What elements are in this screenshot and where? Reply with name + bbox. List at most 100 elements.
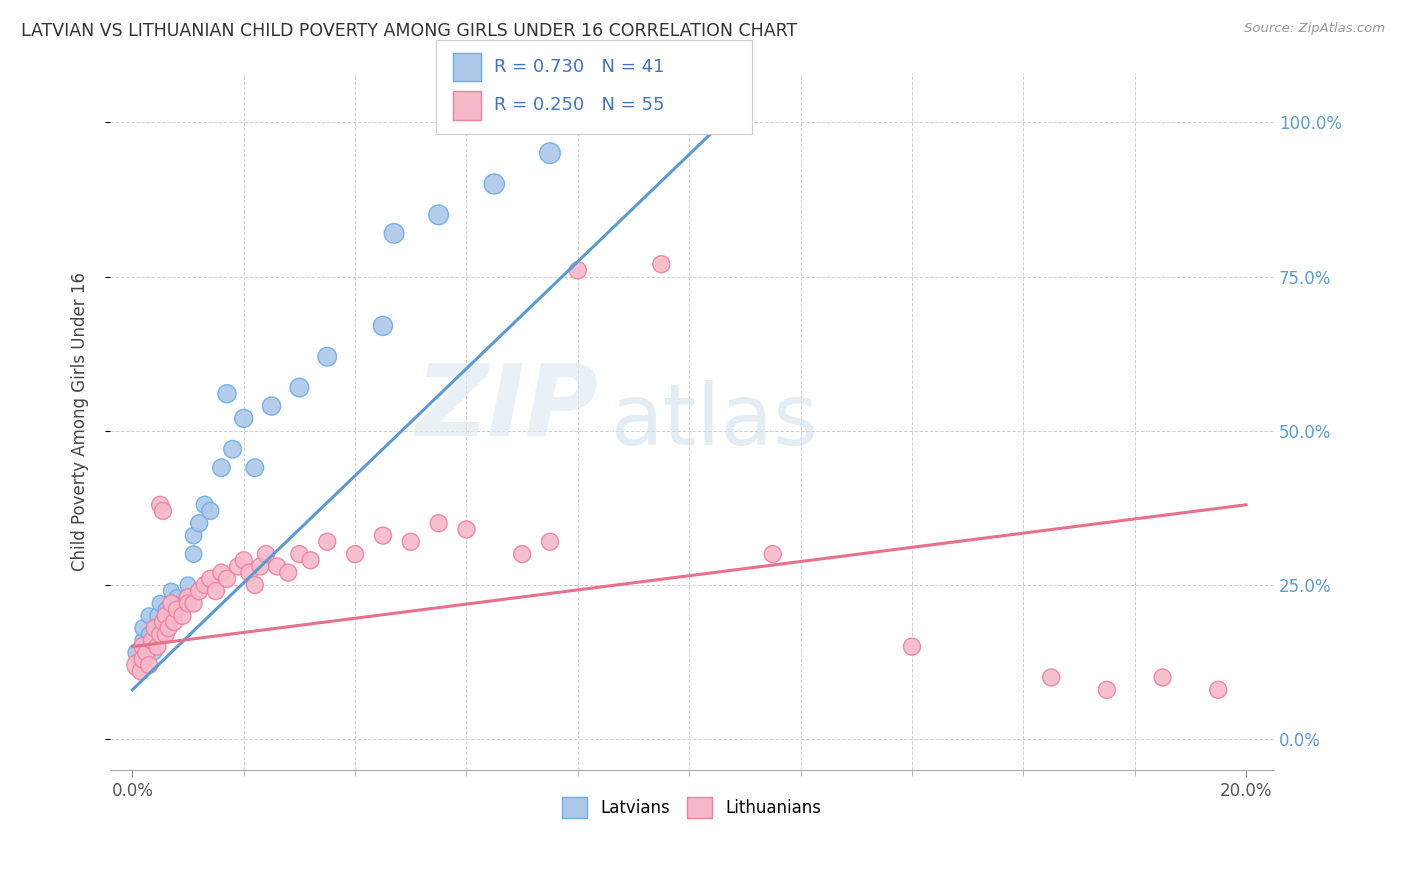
Point [484,177,506,191]
Y-axis label: Child Poverty Among Girls Under 16: Child Poverty Among Girls Under 16 [72,272,89,571]
Point [143,621,166,635]
Point [163,615,186,629]
Point [166,602,188,616]
Point [129,665,152,679]
Point [127,658,149,673]
Point [200,572,222,586]
Point [194,578,217,592]
Point [399,534,422,549]
Text: ZIP: ZIP [416,359,599,456]
Text: atlas: atlas [610,380,818,463]
Point [143,646,166,660]
Point [152,615,174,629]
Point [149,597,172,611]
Point [149,498,172,512]
Point [138,627,160,641]
Point [215,386,238,401]
Point [371,318,394,333]
Point [232,411,254,425]
Point [172,608,194,623]
Point [650,257,672,271]
Point [382,227,405,241]
Point [299,553,322,567]
Point [152,615,174,629]
Legend: Latvians, Lithuanians: Latvians, Lithuanians [555,790,828,824]
Point [172,597,194,611]
Point [200,504,222,518]
Point [427,516,450,531]
Point [901,640,924,654]
Point [138,658,160,673]
Point [215,572,238,586]
Point [149,627,172,641]
Point [706,115,728,129]
Text: LATVIAN VS LITHUANIAN CHILD POVERTY AMONG GIRLS UNDER 16 CORRELATION CHART: LATVIAN VS LITHUANIAN CHILD POVERTY AMON… [21,22,797,40]
Point [427,208,450,222]
Point [249,559,271,574]
Point [183,547,205,561]
Point [205,584,228,599]
Point [177,591,200,605]
Point [157,621,180,635]
Point [135,646,157,660]
Point [149,627,172,641]
Point [177,578,200,592]
Point [456,523,478,537]
Point [127,646,149,660]
Point [146,640,169,654]
Point [243,578,266,592]
Point [288,380,311,394]
Point [1040,670,1063,684]
Point [316,350,339,364]
Point [163,608,186,623]
Point [211,566,233,580]
Point [141,633,163,648]
Point [132,621,155,635]
Point [254,547,277,561]
Point [155,608,177,623]
Point [1206,682,1229,697]
Point [141,633,163,648]
Point [155,602,177,616]
Point [316,534,339,549]
Point [226,559,249,574]
Point [762,547,785,561]
Point [166,591,188,605]
Text: R = 0.730   N = 41: R = 0.730 N = 41 [494,58,664,76]
Point [152,504,174,518]
Point [188,516,211,531]
Point [157,621,180,635]
Point [132,640,155,654]
Point [371,528,394,542]
Point [160,597,183,611]
Point [266,559,288,574]
Point [143,621,166,635]
Point [211,460,233,475]
Point [183,528,205,542]
Point [288,547,311,561]
Point [132,652,155,666]
Point [221,442,243,457]
Point [160,597,183,611]
Point [129,658,152,673]
Point [260,399,283,413]
Point [138,608,160,623]
Point [132,633,155,648]
Point [177,597,200,611]
Point [538,146,561,161]
Text: Source: ZipAtlas.com: Source: ZipAtlas.com [1244,22,1385,36]
Point [194,498,217,512]
Point [232,553,254,567]
Point [188,584,211,599]
Point [538,534,561,549]
Point [183,597,205,611]
Point [567,263,589,277]
Point [146,608,169,623]
Text: R = 0.250   N = 55: R = 0.250 N = 55 [494,96,664,114]
Point [238,566,260,580]
Point [160,584,183,599]
Point [155,627,177,641]
Point [1152,670,1174,684]
Point [1095,682,1118,697]
Point [510,547,533,561]
